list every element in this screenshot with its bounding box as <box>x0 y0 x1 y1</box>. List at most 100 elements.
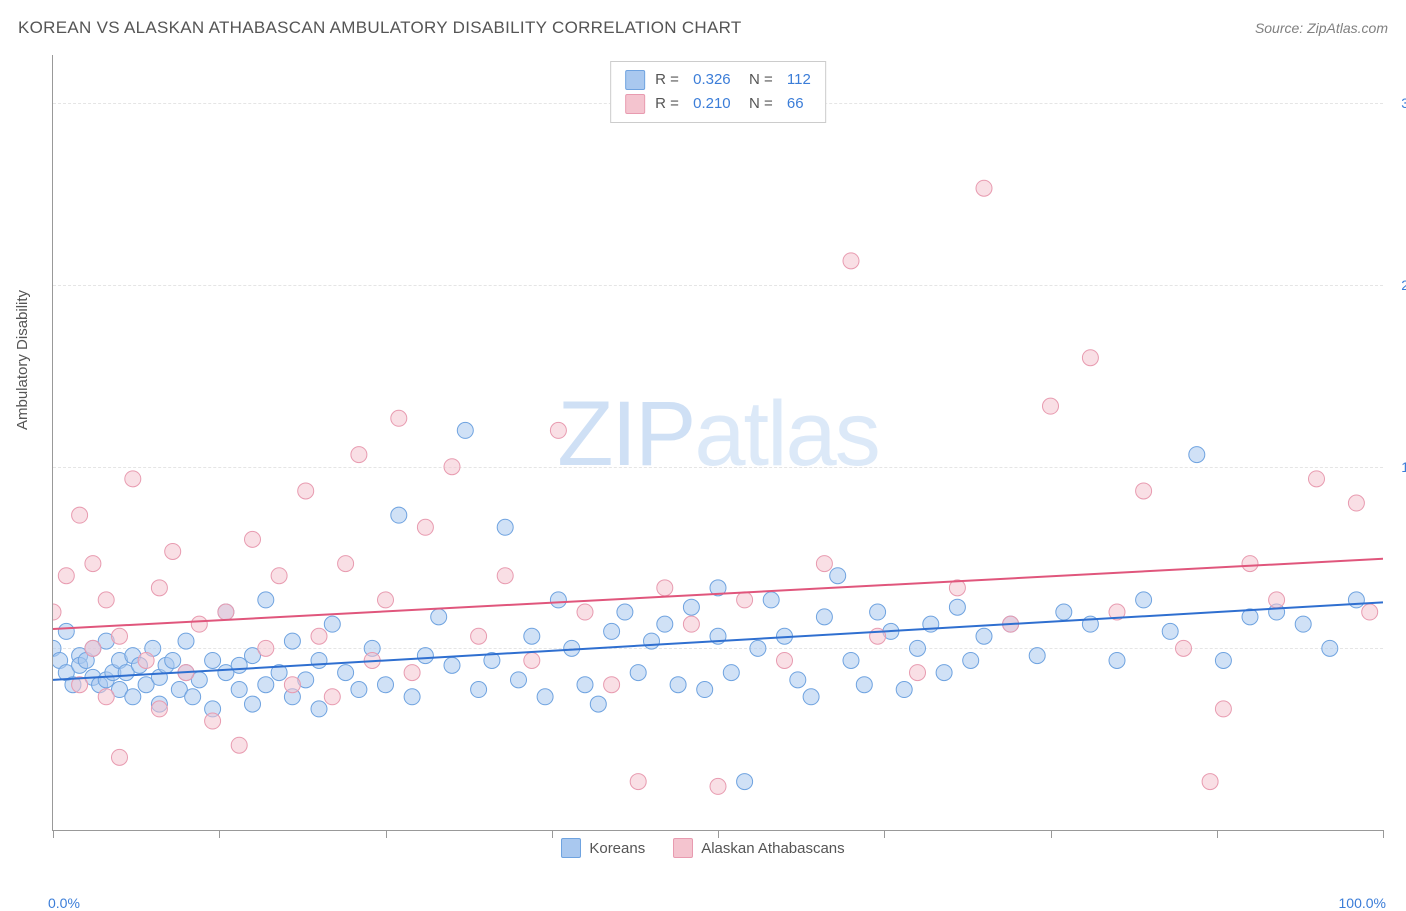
data-point <box>910 665 926 681</box>
data-point <box>816 556 832 572</box>
data-point <box>896 682 912 698</box>
data-point <box>657 580 673 596</box>
data-point <box>112 628 128 644</box>
data-point <box>803 689 819 705</box>
legend-label: Koreans <box>589 840 645 857</box>
data-point <box>590 696 606 712</box>
stat-r-value: 0.326 <box>693 68 731 92</box>
data-point <box>1309 471 1325 487</box>
x-tick <box>386 830 387 838</box>
data-point <box>1136 483 1152 499</box>
data-point <box>324 616 340 632</box>
data-point <box>245 531 261 547</box>
data-point <box>524 628 540 644</box>
data-point <box>72 507 88 523</box>
data-point <box>710 778 726 794</box>
data-point <box>338 665 354 681</box>
data-point <box>178 633 194 649</box>
y-axis-label: Ambulatory Disability <box>14 290 31 430</box>
data-point <box>338 556 354 572</box>
data-point <box>737 774 753 790</box>
data-point <box>231 657 247 673</box>
data-point <box>138 652 154 668</box>
data-point <box>577 677 593 693</box>
data-point <box>750 640 766 656</box>
series-legend: Koreans Alaskan Athabascans <box>0 838 1406 858</box>
data-point <box>311 652 327 668</box>
data-point <box>657 616 673 632</box>
data-point <box>550 592 566 608</box>
data-point <box>910 640 926 656</box>
data-point <box>125 689 141 705</box>
data-point <box>856 677 872 693</box>
data-point <box>165 543 181 559</box>
data-point <box>683 599 699 615</box>
x-tick <box>1383 830 1384 838</box>
data-point <box>550 422 566 438</box>
data-point <box>58 623 74 639</box>
data-point <box>723 665 739 681</box>
data-point <box>258 640 274 656</box>
data-point <box>1176 640 1192 656</box>
data-point <box>417 519 433 535</box>
data-point <box>284 677 300 693</box>
y-tick-label: 15.0% <box>1401 459 1406 475</box>
x-tick-label-max: 100.0% <box>1339 895 1386 911</box>
x-tick <box>1217 830 1218 838</box>
data-point <box>1109 652 1125 668</box>
data-point <box>378 592 394 608</box>
data-point <box>125 471 141 487</box>
legend-swatch <box>625 70 645 90</box>
data-point <box>112 749 128 765</box>
source-credit: Source: ZipAtlas.com <box>1255 20 1388 36</box>
data-point <box>1136 592 1152 608</box>
data-point <box>431 609 447 625</box>
y-tick-label: 22.5% <box>1401 277 1406 293</box>
data-point <box>351 682 367 698</box>
data-point <box>378 677 394 693</box>
data-point <box>471 682 487 698</box>
x-tick <box>884 830 885 838</box>
stat-r-value: 0.210 <box>693 92 731 116</box>
data-point <box>205 652 221 668</box>
data-point <box>644 633 660 649</box>
data-point <box>777 652 793 668</box>
stat-r-label: R = <box>655 92 683 116</box>
legend-swatch <box>625 94 645 114</box>
header: KOREAN VS ALASKAN ATHABASCAN AMBULATORY … <box>18 18 1388 38</box>
data-point <box>471 628 487 644</box>
data-point <box>670 677 686 693</box>
data-point <box>497 519 513 535</box>
data-point <box>85 556 101 572</box>
data-point <box>537 689 553 705</box>
data-point <box>85 640 101 656</box>
data-point <box>1295 616 1311 632</box>
x-tick <box>552 830 553 838</box>
stat-n-value: 66 <box>787 92 804 116</box>
legend-label: Alaskan Athabascans <box>701 840 844 857</box>
stat-n-value: 112 <box>787 68 811 92</box>
data-point <box>1269 592 1285 608</box>
data-point <box>963 652 979 668</box>
data-point <box>511 672 527 688</box>
legend-item: Alaskan Athabascans <box>673 838 844 858</box>
data-point <box>218 604 234 620</box>
data-point <box>191 616 207 632</box>
y-tick-label: 30.0% <box>1401 95 1406 111</box>
data-point <box>404 665 420 681</box>
data-point <box>1189 447 1205 463</box>
data-point <box>604 623 620 639</box>
data-point <box>830 568 846 584</box>
data-point <box>790 672 806 688</box>
data-point <box>245 696 261 712</box>
data-point <box>1082 350 1098 366</box>
data-point <box>816 609 832 625</box>
data-point <box>1348 592 1364 608</box>
data-point <box>151 701 167 717</box>
stats-legend-row: R = 0.210 N = 66 <box>625 92 811 116</box>
data-point <box>683 616 699 632</box>
data-point <box>1322 640 1338 656</box>
data-point <box>205 713 221 729</box>
data-point <box>258 592 274 608</box>
data-point <box>524 652 540 668</box>
